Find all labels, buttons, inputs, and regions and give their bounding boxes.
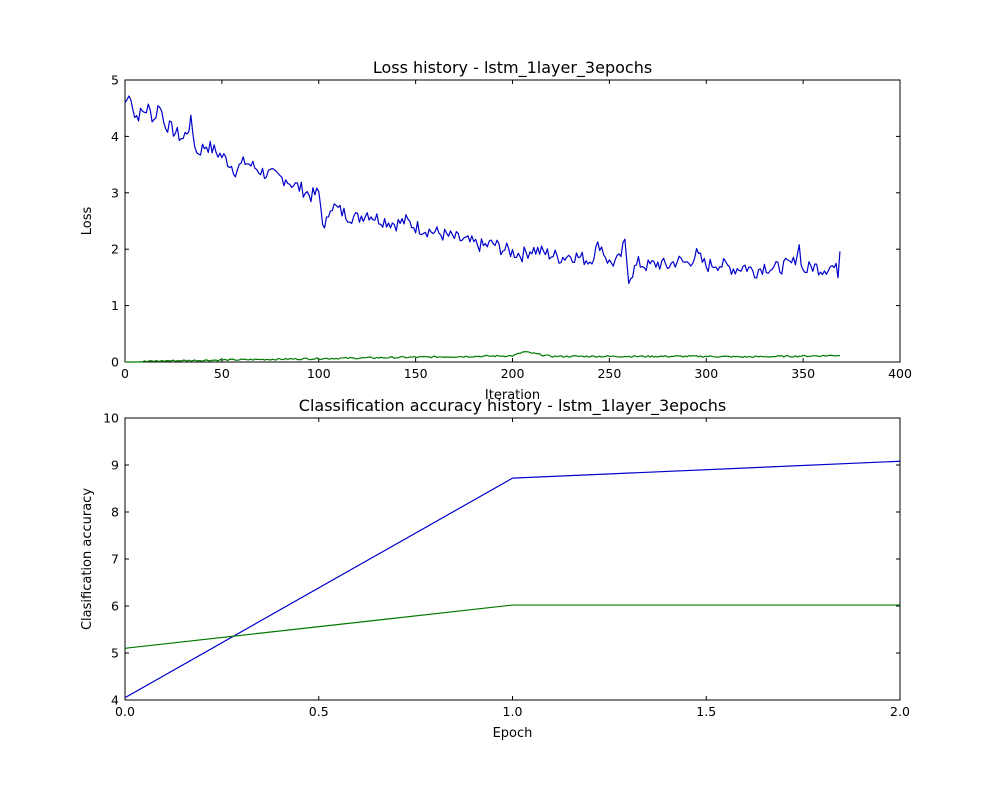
x-tick-label: 200 xyxy=(501,366,525,381)
x-tick-label: 100 xyxy=(307,366,331,381)
x-tick-label: 350 xyxy=(791,366,815,381)
x-tick-label: 0.5 xyxy=(309,704,329,719)
y-axis-label: Loss xyxy=(80,207,95,236)
y-tick-label: 4 xyxy=(111,129,119,144)
x-tick-label: 2.0 xyxy=(890,704,910,719)
x-tick-label: 250 xyxy=(597,366,621,381)
y-tick-label: 1 xyxy=(111,298,119,313)
y-tick-label: 5 xyxy=(111,73,119,88)
accuracy-history-chart: 0.0 0.5 1.0 1.5 2.0 4 5 6 7 8 9 10 Classification ac… xyxy=(80,396,910,741)
y-tick-label: 3 xyxy=(111,185,119,200)
y-tick-label: 0 xyxy=(111,355,119,370)
loss-history-chart: 0 50 100 150 200 250 300 350 400 0 1 2 3 4 5 Loss histo… xyxy=(80,58,912,403)
y-tick-label: 7 xyxy=(111,552,119,567)
x-axis-label: Epoch xyxy=(493,726,533,741)
x-tick-label: 150 xyxy=(404,366,428,381)
y-tick-label: 5 xyxy=(111,646,119,661)
y-tick-label: 9 xyxy=(111,458,119,473)
x-tick-label: 1.0 xyxy=(503,704,523,719)
y-tick-label: 8 xyxy=(111,505,119,520)
x-tick-label: 1.5 xyxy=(696,704,716,719)
y-axis-label: Clasification accuracy xyxy=(80,488,95,630)
x-tick-label: 400 xyxy=(888,366,912,381)
series-line-1 xyxy=(125,351,840,363)
series-line-0 xyxy=(124,95,841,285)
y-tick-label: 10 xyxy=(103,411,119,426)
x-tick-label: 300 xyxy=(694,366,718,381)
chart-title: Classification accuracy history - lstm_1… xyxy=(299,396,726,416)
y-tick-label: 2 xyxy=(111,242,119,257)
x-axis-label: Iteration xyxy=(485,388,540,403)
series-line-0 xyxy=(124,460,901,699)
x-tick-label: 50 xyxy=(214,366,230,381)
y-tick-label: 6 xyxy=(111,599,119,614)
series-line-1 xyxy=(124,604,900,649)
x-tick-label: 0.0 xyxy=(115,704,135,719)
plot-area xyxy=(124,79,901,363)
chart-title: Loss history - lstm_1layer_3epochs xyxy=(373,58,652,78)
plot-area xyxy=(124,417,901,701)
x-tick-label: 0 xyxy=(121,366,129,381)
y-tick-label: 4 xyxy=(111,693,119,708)
